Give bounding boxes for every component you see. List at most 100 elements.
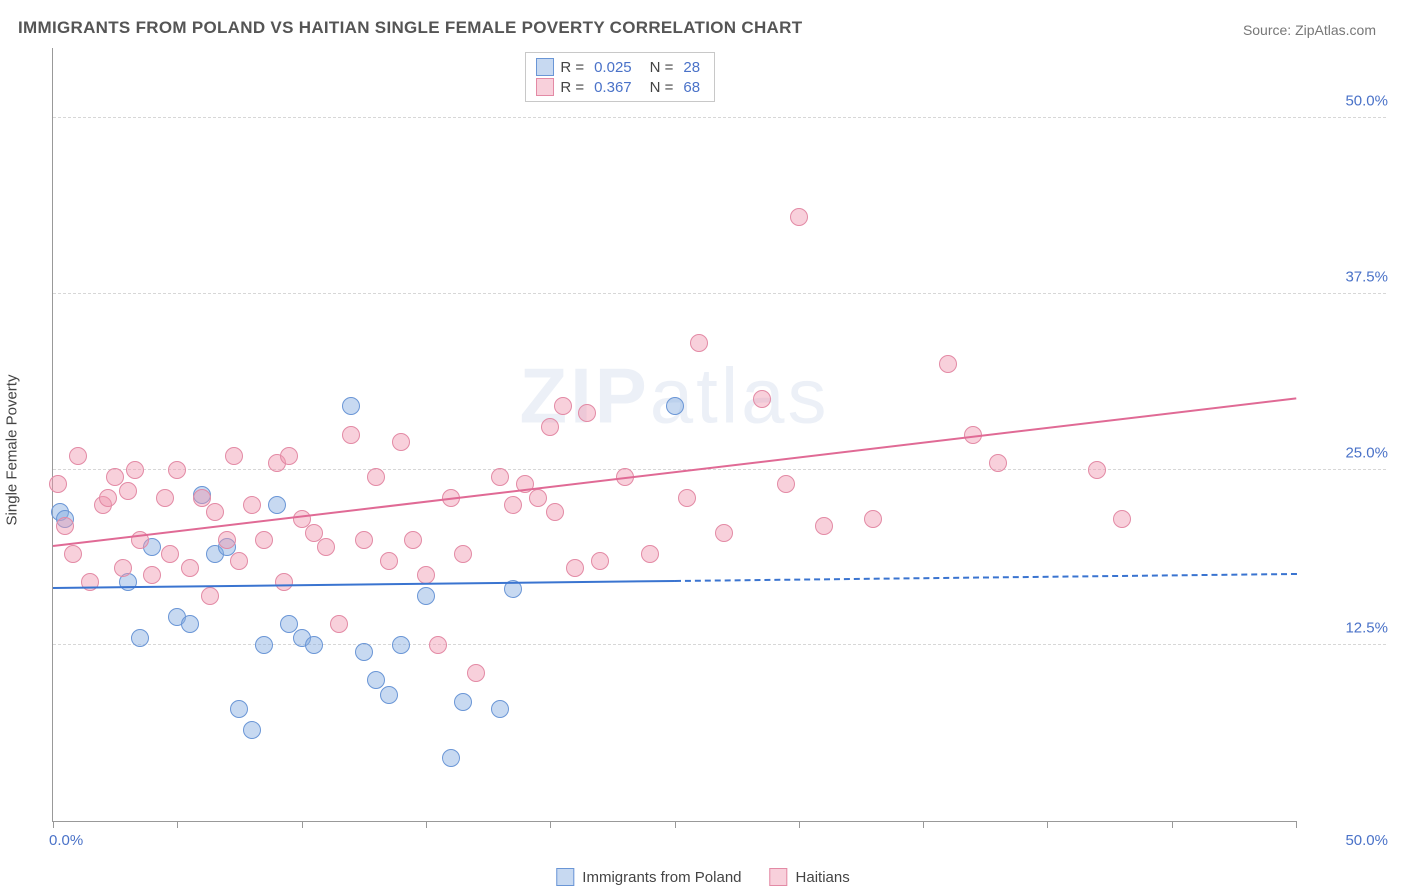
watermark-bold: ZIP [519,351,649,439]
data-point [168,461,186,479]
data-point [114,559,132,577]
data-point [491,468,509,486]
legend-label: Immigrants from Poland [582,869,741,886]
data-point [989,454,1007,472]
legend-r-label: R = [560,59,584,76]
legend-n-value: 68 [679,79,704,96]
x-tick [177,821,178,828]
data-point [255,531,273,549]
data-point [342,397,360,415]
data-point [49,475,67,493]
data-point [546,503,564,521]
x-tick [923,821,924,828]
data-point [181,559,199,577]
data-point [56,517,74,535]
x-tick [1172,821,1173,828]
x-tick [53,821,54,828]
data-point [1113,510,1131,528]
data-point [342,426,360,444]
data-point [815,517,833,535]
legend-swatch [536,58,554,76]
data-point [392,636,410,654]
data-point [753,390,771,408]
data-point [161,545,179,563]
data-point [255,636,273,654]
data-point [467,664,485,682]
data-point [566,559,584,577]
legend-r-value: 0.367 [590,79,636,96]
y-axis-label: Single Female Poverty [4,375,21,526]
correlation-legend: R =0.025N =28R =0.367N =68 [525,52,715,102]
data-point [99,489,117,507]
data-point [392,433,410,451]
legend-swatch [770,868,788,886]
data-point [541,418,559,436]
header-row: IMMIGRANTS FROM POLAND VS HAITIAN SINGLE… [0,0,1406,44]
x-tick-label-right: 50.0% [1345,832,1388,849]
data-point [777,475,795,493]
data-point [641,545,659,563]
x-tick [550,821,551,828]
x-tick-label-left: 0.0% [49,832,83,849]
legend-row: R =0.367N =68 [536,77,704,97]
data-point [131,629,149,647]
data-point [504,496,522,514]
y-tick-label: 37.5% [1345,268,1388,285]
legend-swatch [556,868,574,886]
data-point [491,700,509,718]
watermark: ZIPatlas [519,350,829,441]
data-point [119,482,137,500]
data-point [442,749,460,767]
gridline [53,293,1386,294]
data-point [305,636,323,654]
legend-r-value: 0.025 [590,59,636,76]
data-point [317,538,335,556]
data-point [367,468,385,486]
x-tick [1047,821,1048,828]
legend-r-label: R = [560,79,584,96]
data-point [69,447,87,465]
data-point [230,552,248,570]
data-point [268,496,286,514]
data-point [126,461,144,479]
data-point [218,531,236,549]
data-point [380,552,398,570]
data-point [429,636,447,654]
data-point [678,489,696,507]
data-point [225,447,243,465]
data-point [417,587,435,605]
trend-line [53,397,1296,547]
legend-n-value: 28 [679,59,704,76]
data-point [201,587,219,605]
trend-line [674,573,1296,582]
x-tick [302,821,303,828]
data-point [181,615,199,633]
data-point [206,503,224,521]
x-tick [675,821,676,828]
legend-item: Haitians [770,868,850,886]
data-point [355,531,373,549]
data-point [404,531,422,549]
chart-container: Single Female Poverty ZIPatlas R =0.025N… [18,48,1396,852]
data-point [380,686,398,704]
data-point [1088,461,1106,479]
data-point [578,404,596,422]
legend-item: Immigrants from Poland [556,868,741,886]
data-point [864,510,882,528]
data-point [690,334,708,352]
gridline [53,644,1386,645]
data-point [529,489,547,507]
data-point [143,566,161,584]
y-tick-label: 50.0% [1345,93,1388,110]
legend-label: Haitians [796,869,850,886]
legend-n-label: N = [650,59,674,76]
data-point [156,489,174,507]
data-point [591,552,609,570]
data-point [355,643,373,661]
y-tick-label: 12.5% [1345,620,1388,637]
gridline [53,469,1386,470]
data-point [939,355,957,373]
chart-title: IMMIGRANTS FROM POLAND VS HAITIAN SINGLE… [18,18,802,38]
data-point [790,208,808,226]
data-point [280,447,298,465]
